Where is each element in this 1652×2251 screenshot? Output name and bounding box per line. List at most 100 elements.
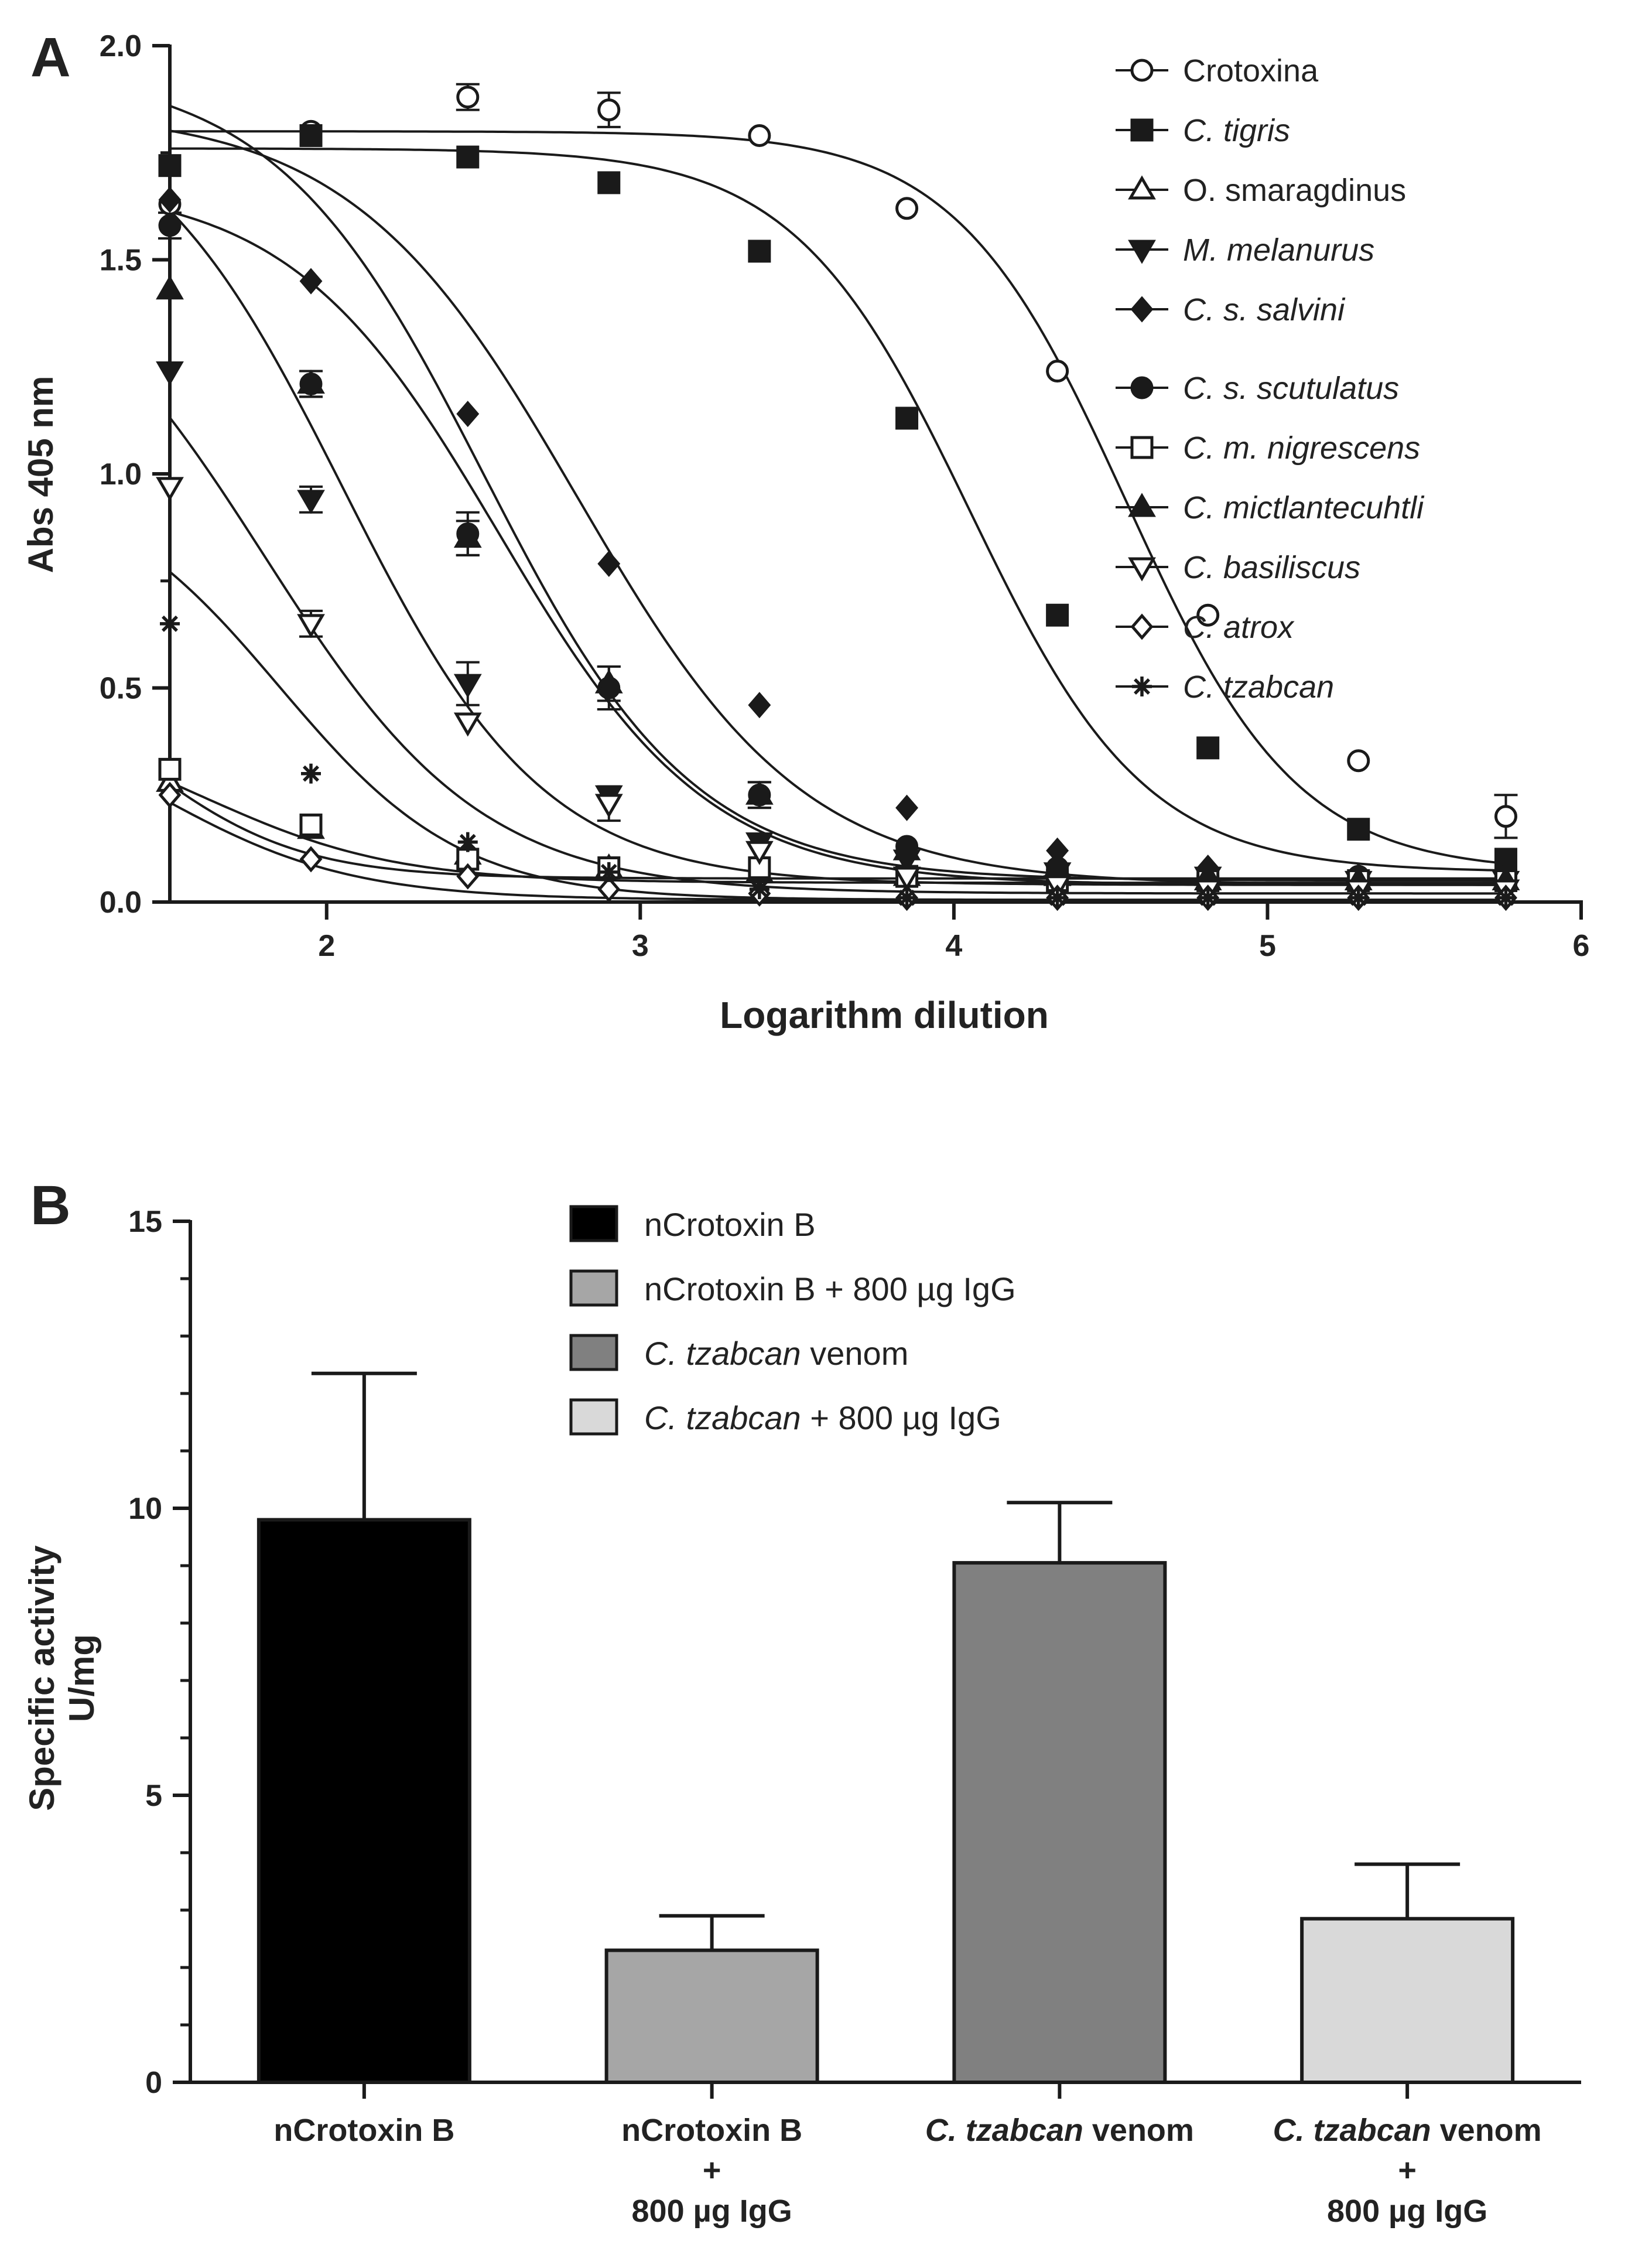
legend-item-c-tzabcan: C. tzabcan [1116, 670, 1334, 705]
legend-marker-c-m-nigrescens [1130, 436, 1154, 459]
legend-item-m-melanurus: M. melanurus [1116, 233, 1374, 268]
category-label-2-dose: 800 µg IgG [632, 2194, 792, 2229]
chart-a-y-axis-label: Abs 405 nm [21, 376, 60, 573]
legend-item-crotoxina: Crotoxina [1116, 53, 1319, 88]
data-point-c-tigris [895, 407, 919, 430]
panel-a-label: A [30, 26, 71, 88]
fit-curve-c-tigris [170, 147, 1506, 872]
legend-label-b-3: C. tzabcan venom [644, 1335, 908, 1372]
legend-marker-m-melanurus [1128, 240, 1156, 264]
data-point-c-tigris [1196, 736, 1220, 760]
legend-item-c-s-scutulatus: C. s. scutulatus [1116, 371, 1399, 406]
data-point-c-mictlantecuhtli [892, 836, 921, 860]
legend-label-c-mictlantecuhtli: C. mictlantecuhtli [1183, 490, 1425, 525]
data-point-c-atrox [456, 863, 480, 890]
data-point-c-tigris [597, 171, 621, 194]
data-point-c-s-salvini [456, 401, 480, 428]
data-point-c-basiliscus [156, 477, 184, 501]
data-point-c-tzabcan [749, 879, 769, 900]
chart-a-x-tick-label: 4 [945, 929, 962, 963]
data-point-crotoxina [895, 197, 919, 220]
legend-item-c-tigris: C. tigris [1116, 113, 1290, 148]
legend-marker-c-atrox [1130, 613, 1154, 640]
category-label-4-dose: 800 µg IgG [1327, 2194, 1487, 2229]
legend-label-m-melanurus: M. melanurus [1183, 233, 1374, 268]
legend-marker-c-mictlantecuhtli [1128, 493, 1156, 517]
legend-label-b-4: C. tzabcan + 800 µg IgG [644, 1399, 1001, 1436]
data-point-c-tzabcan [160, 613, 180, 634]
bar-4 [1300, 1917, 1515, 2084]
chart-a-x-tick-label: 5 [1259, 929, 1276, 963]
legend-item-c-atrox: C. atrox [1116, 610, 1295, 645]
data-point-crotoxina [748, 124, 771, 148]
chart-a-x-tick-label: 3 [632, 929, 649, 963]
bar-1 [256, 1518, 471, 2085]
legend-label-crotoxina: Crotoxina [1183, 53, 1319, 88]
data-point-c-basiliscus [297, 614, 325, 638]
data-point-c-mictlantecuhtli [156, 275, 184, 300]
chart-a-y-tick-label: 1.5 [100, 244, 142, 278]
legend-swatch-b-4 [569, 1398, 618, 1436]
legend-swatch-b-1 [569, 1205, 618, 1242]
legend-item-c-basiliscus: C. basiliscus [1116, 550, 1360, 585]
data-point-c-tzabcan [301, 763, 321, 784]
data-point-c-tigris [1046, 603, 1069, 627]
legend-label-b-1: nCrotoxin B [644, 1206, 816, 1243]
data-point-c-s-salvini [597, 550, 621, 578]
error-bar-bar-1 [311, 1371, 417, 1520]
legend-item-b-1: nCrotoxin B [569, 1205, 816, 1243]
data-point-c-tzabcan [1047, 887, 1068, 908]
data-point-crotoxina [1347, 749, 1370, 773]
chart-a-y-tick-label: 2.0 [100, 29, 142, 63]
legend-marker-c-basiliscus [1128, 557, 1156, 582]
data-point-c-basiliscus [745, 841, 774, 865]
chart-b-y-tick-label: 5 [145, 1779, 162, 1813]
chart-b-category-labels: nCrotoxin B nCrotoxin B +800 µg IgG C. tzab… [273, 2113, 1541, 2229]
data-point-c-atrox [158, 781, 182, 808]
fit-curve-c-mictlantecuhtli [169, 210, 1506, 886]
legend-label-c-tzabcan: C. tzabcan [1183, 670, 1334, 705]
bar-chart-panel-b: 0 5 10 15 nCrotoxin B nCrotoxin B + 800 µg I… [22, 1205, 1581, 2229]
data-point-c-s-scutulatus [158, 214, 182, 237]
data-point-crotoxina [1494, 805, 1517, 828]
category-label-2-plus: + [703, 2153, 721, 2188]
legend-label-c-s-scutulatus: C. s. scutulatus [1183, 371, 1399, 406]
legend-item-c-mictlantecuhtli: C. mictlantecuhtli [1116, 490, 1425, 525]
chart-a-fit-curves [169, 104, 1506, 901]
fit-curve-o-smaragdinus [169, 781, 1506, 884]
data-point-m-melanurus [297, 490, 325, 514]
category-label-3: C. tzabcan venom [925, 2113, 1194, 2148]
category-label-4: C. tzabcan venom [1273, 2113, 1542, 2148]
line-chart-panel-a: 0.0 0.5 1.0 1.5 2.0 2 3 4 5 6 Crotoxina C. tigris O… [21, 29, 1589, 1036]
category-label-4-plus: + [1398, 2153, 1417, 2188]
legend-swatch-b-3 [569, 1334, 618, 1371]
panel-b-label: B [30, 1174, 71, 1236]
legend-marker-c-s-scutulatus [1130, 376, 1154, 399]
data-point-c-s-salvini [299, 268, 323, 295]
data-point-c-basiliscus [892, 866, 921, 891]
legend-label-c-atrox: C. atrox [1183, 610, 1295, 645]
data-point-c-mictlantecuhtli [745, 780, 774, 805]
chart-b-y-axis-unit: U/mg [62, 1634, 101, 1722]
fit-curve-crotoxina [170, 130, 1506, 865]
data-point-m-melanurus [453, 674, 482, 698]
data-point-c-tzabcan [1348, 887, 1369, 908]
fit-curve-c-basiliscus [169, 416, 1506, 895]
data-point-c-tzabcan [1496, 887, 1516, 908]
chart-b-y-tick-label: 15 [128, 1205, 162, 1239]
chart-a-y-tick-label: 0.0 [100, 886, 142, 920]
data-point-c-mictlantecuhtli [453, 524, 482, 548]
error-bar-bar-4 [1355, 1862, 1461, 1919]
data-point-c-tigris [158, 154, 182, 177]
chart-a-legend: Crotoxina C. tigris O. smaragdinus M. melan… [1116, 53, 1425, 705]
fit-curve-c-m-nigrescens [169, 783, 1506, 880]
data-point-c-s-salvini [748, 692, 771, 719]
data-point-c-tigris [456, 145, 480, 169]
chart-b-y-tick-label: 0 [145, 2066, 162, 2100]
data-point-crotoxina [1196, 603, 1220, 627]
data-point-c-mictlantecuhtli [297, 369, 325, 394]
legend-marker-c-tzabcan [1132, 677, 1152, 696]
fit-curve-c-s-scutulatus [169, 104, 1506, 882]
chart-a-y-tick-label: 0.5 [100, 672, 142, 706]
